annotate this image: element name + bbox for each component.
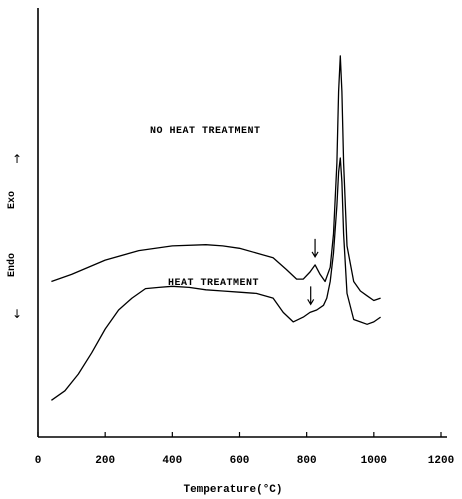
annotation-heat-treatment: HEAT TREATMENT: [168, 278, 259, 289]
endo-arrow-icon: ↓: [12, 307, 22, 321]
x-tick-label: 0: [35, 455, 42, 467]
series-line-no-heat-treatment: [51, 55, 381, 302]
y-label-endo: Endo: [6, 253, 18, 277]
x-tick-label: 800: [297, 455, 317, 467]
x-tick-label: 600: [230, 455, 250, 467]
exo-arrow-icon: ↑: [12, 152, 22, 166]
onset-arrow-icon: [311, 238, 319, 259]
series-line-heat-treatment: [51, 157, 381, 401]
y-label-exo: Exo: [7, 191, 18, 209]
x-axis-label: Temperature(°C): [183, 484, 282, 496]
annotation-no-heat-treatment: NO HEAT TREATMENT: [150, 126, 261, 137]
x-tick-label: 200: [95, 455, 115, 467]
x-tick-label: 1200: [428, 455, 454, 467]
x-tick-label: 400: [162, 455, 182, 467]
y-label-endo-group: Endo: [6, 253, 18, 277]
x-tick-label: 1000: [361, 455, 387, 467]
onset-arrow-icon: [307, 286, 315, 306]
y-label-exo-group: Exo: [7, 191, 18, 209]
